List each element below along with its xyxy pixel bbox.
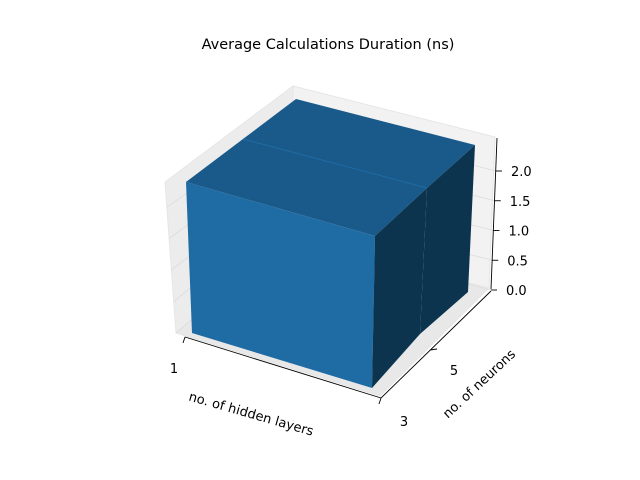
- y-tick-label-5: 5: [450, 364, 458, 379]
- z-tick-label: 0.5: [507, 254, 528, 269]
- bar-top-seam: [242, 138, 428, 189]
- bar-1-top: [186, 139, 427, 236]
- chart-title: Average Calculations Duration (ns): [202, 37, 455, 53]
- y-axis-label: no. of neurons: [440, 347, 519, 422]
- z-tick-label: 1.0: [509, 225, 530, 240]
- bar-front: [186, 182, 375, 388]
- x-tick-label-3: 3: [400, 415, 408, 430]
- x-axis-label: no. of hidden layers: [187, 390, 315, 440]
- z-tick-label: 2.0: [511, 165, 532, 180]
- z-axis: 0.0 0.5 1.0 1.5 2.0: [490, 137, 532, 299]
- bars: [186, 99, 475, 388]
- bar-3-top: [243, 99, 475, 188]
- z-tick-label: 1.5: [510, 195, 531, 210]
- z-tick-label: 0.0: [506, 284, 527, 299]
- bar-1-side: [372, 188, 427, 388]
- bar-3-side: [420, 145, 475, 334]
- x-tick-label-1: 1: [170, 362, 178, 377]
